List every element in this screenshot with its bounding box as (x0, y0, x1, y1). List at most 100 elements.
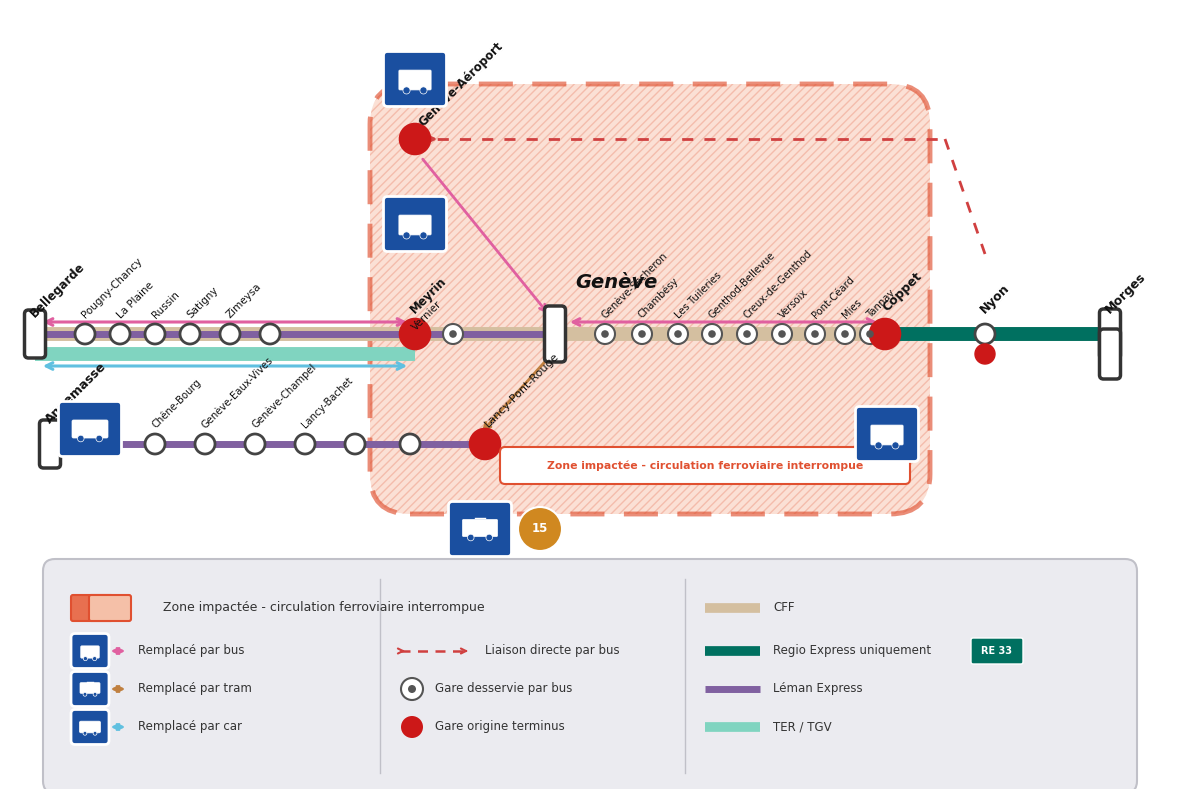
Text: Genève-Champel: Genève-Champel (249, 361, 318, 430)
Circle shape (78, 436, 84, 442)
FancyBboxPatch shape (399, 70, 431, 90)
Text: Mies: Mies (840, 297, 863, 320)
Text: CFF: CFF (774, 601, 795, 615)
FancyBboxPatch shape (449, 502, 511, 556)
FancyBboxPatch shape (89, 595, 131, 621)
FancyBboxPatch shape (71, 634, 109, 668)
Circle shape (835, 324, 855, 344)
FancyBboxPatch shape (1100, 329, 1121, 379)
Circle shape (468, 534, 474, 540)
Circle shape (841, 331, 849, 338)
Text: Russin: Russin (150, 289, 181, 320)
Circle shape (345, 434, 365, 454)
FancyBboxPatch shape (71, 709, 109, 745)
Circle shape (420, 87, 428, 94)
Circle shape (220, 324, 240, 344)
FancyBboxPatch shape (399, 215, 431, 235)
Text: Annemasse: Annemasse (43, 360, 109, 426)
Text: Lancy-Bachet: Lancy-Bachet (300, 376, 354, 430)
Circle shape (92, 656, 97, 660)
Circle shape (403, 87, 410, 94)
Text: Versoix: Versoix (777, 287, 810, 320)
Circle shape (638, 331, 646, 338)
FancyBboxPatch shape (59, 402, 122, 457)
Text: Lancy-Pont-Rouge: Lancy-Pont-Rouge (483, 351, 561, 429)
Circle shape (976, 324, 996, 344)
Text: Remplacé par bus: Remplacé par bus (138, 645, 244, 657)
Circle shape (83, 693, 87, 696)
Circle shape (875, 442, 882, 449)
Text: Genthod-Bellevue: Genthod-Bellevue (707, 250, 777, 320)
FancyBboxPatch shape (500, 447, 911, 484)
Circle shape (702, 324, 722, 344)
Circle shape (778, 331, 785, 338)
Circle shape (469, 428, 501, 460)
Text: RE 33: RE 33 (981, 646, 1012, 656)
Text: Gare desservie par bus: Gare desservie par bus (435, 682, 573, 695)
Circle shape (860, 324, 880, 344)
Text: Vernier: Vernier (410, 298, 443, 332)
Circle shape (869, 319, 901, 350)
Circle shape (93, 731, 97, 735)
Circle shape (83, 731, 87, 735)
Text: Pont-Céard: Pont-Céard (810, 274, 856, 320)
Text: Meyrin: Meyrin (407, 275, 449, 316)
Circle shape (402, 716, 423, 738)
Circle shape (811, 331, 818, 338)
Text: Remplacé par car: Remplacé par car (138, 720, 242, 734)
Text: Coppet: Coppet (880, 270, 925, 314)
Circle shape (805, 324, 826, 344)
Circle shape (94, 434, 115, 454)
FancyBboxPatch shape (80, 646, 99, 658)
FancyBboxPatch shape (870, 425, 903, 445)
Text: Liaison directe par bus: Liaison directe par bus (485, 645, 620, 657)
Text: Chêne-Bourg: Chêne-Bourg (150, 377, 203, 430)
Text: Pougny-Chancy: Pougny-Chancy (80, 256, 144, 320)
Text: Bellegarde: Bellegarde (28, 260, 87, 320)
FancyBboxPatch shape (39, 420, 60, 468)
Circle shape (407, 685, 416, 693)
Text: Zone impactée - circulation ferroviaire interrompue: Zone impactée - circulation ferroviaire … (163, 601, 484, 615)
FancyBboxPatch shape (43, 559, 1137, 789)
FancyBboxPatch shape (463, 519, 497, 537)
Text: Satigny: Satigny (185, 285, 220, 320)
Circle shape (976, 344, 996, 364)
FancyBboxPatch shape (72, 420, 107, 438)
FancyBboxPatch shape (25, 310, 46, 358)
Text: Léman Express: Léman Express (774, 682, 862, 695)
Circle shape (709, 331, 716, 338)
FancyBboxPatch shape (79, 721, 100, 733)
Circle shape (595, 324, 615, 344)
Text: Genève-Aéroport: Genève-Aéroport (416, 39, 505, 129)
Circle shape (180, 324, 200, 344)
FancyBboxPatch shape (971, 638, 1023, 664)
Text: Regio Express uniquement: Regio Express uniquement (774, 645, 931, 657)
Circle shape (485, 534, 492, 540)
Circle shape (601, 331, 608, 338)
FancyBboxPatch shape (544, 306, 566, 362)
Circle shape (93, 693, 97, 696)
Text: Genève-Sécheron: Genève-Sécheron (600, 250, 670, 320)
Text: Zone impactée - circulation ferroviaire interrompue: Zone impactée - circulation ferroviaire … (547, 461, 863, 471)
FancyBboxPatch shape (384, 196, 446, 252)
Circle shape (420, 232, 428, 239)
Circle shape (260, 324, 280, 344)
FancyBboxPatch shape (855, 406, 919, 462)
Text: Chambésy: Chambésy (637, 275, 681, 320)
Text: Gare origine terminus: Gare origine terminus (435, 720, 565, 734)
Circle shape (400, 434, 420, 454)
Text: TER / TGV: TER / TGV (774, 720, 831, 734)
Text: Genève-Eaux-Vives: Genève-Eaux-Vives (200, 355, 275, 430)
Circle shape (518, 507, 562, 551)
Circle shape (399, 319, 431, 350)
Text: Creux-de-Genthod: Creux-de-Genthod (742, 248, 814, 320)
Circle shape (632, 324, 652, 344)
Circle shape (110, 324, 130, 344)
Circle shape (866, 331, 874, 338)
FancyBboxPatch shape (384, 51, 446, 107)
Text: Les Tuileries: Les Tuileries (673, 270, 723, 320)
Circle shape (443, 324, 463, 344)
Circle shape (402, 678, 423, 700)
Circle shape (772, 324, 792, 344)
Text: Morges: Morges (1103, 270, 1149, 316)
